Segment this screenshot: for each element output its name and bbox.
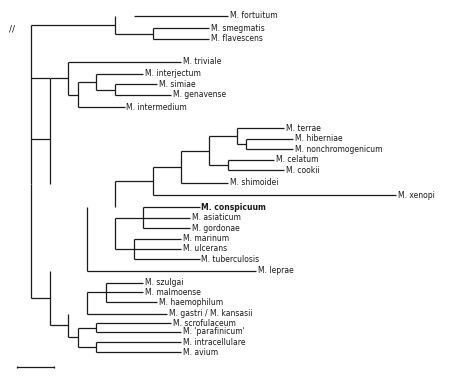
Text: M. gastri / M. kansasii: M. gastri / M. kansasii	[169, 309, 252, 318]
Text: M. cookii: M. cookii	[286, 166, 319, 175]
Text: M. flavescens: M. flavescens	[211, 34, 263, 43]
Text: M. gordonae: M. gordonae	[192, 224, 240, 233]
Text: M. szulgai: M. szulgai	[145, 278, 184, 287]
Text: M. simiae: M. simiae	[159, 80, 196, 89]
Text: M. 'parafinicum': M. 'parafinicum'	[182, 327, 245, 336]
Text: M. shimoidei: M. shimoidei	[229, 178, 278, 187]
Text: M. malmoense: M. malmoense	[145, 288, 201, 297]
Text: M. celatum: M. celatum	[276, 155, 319, 164]
Text: M. marinum: M. marinum	[182, 234, 229, 244]
Text: M. smegmatis: M. smegmatis	[211, 24, 264, 33]
Text: M. ulcerans: M. ulcerans	[182, 244, 227, 253]
Text: M. avium: M. avium	[182, 348, 218, 357]
Text: M. scrofulaceum: M. scrofulaceum	[173, 319, 236, 328]
Text: //: //	[9, 25, 15, 34]
Text: M. intracellulare: M. intracellulare	[182, 338, 245, 347]
Text: M. intermedium: M. intermedium	[127, 103, 187, 112]
Text: M. terrae: M. terrae	[286, 124, 320, 133]
Text: M. tuberculosis: M. tuberculosis	[201, 255, 260, 264]
Text: M. triviale: M. triviale	[182, 57, 221, 66]
Text: M. xenopi: M. xenopi	[398, 190, 435, 200]
Text: M. genavense: M. genavense	[173, 90, 227, 100]
Text: M. leprae: M. leprae	[257, 266, 293, 275]
Text: M. fortuitum: M. fortuitum	[229, 11, 277, 20]
Text: M. hiberniae: M. hiberniae	[295, 134, 343, 143]
Text: M. asiaticum: M. asiaticum	[192, 213, 241, 223]
Text: M. conspicuum: M. conspicuum	[201, 203, 266, 212]
Text: M. nonchromogenicum: M. nonchromogenicum	[295, 145, 383, 154]
Text: M. interjectum: M. interjectum	[145, 69, 201, 79]
Text: M. haemophilum: M. haemophilum	[159, 298, 223, 307]
